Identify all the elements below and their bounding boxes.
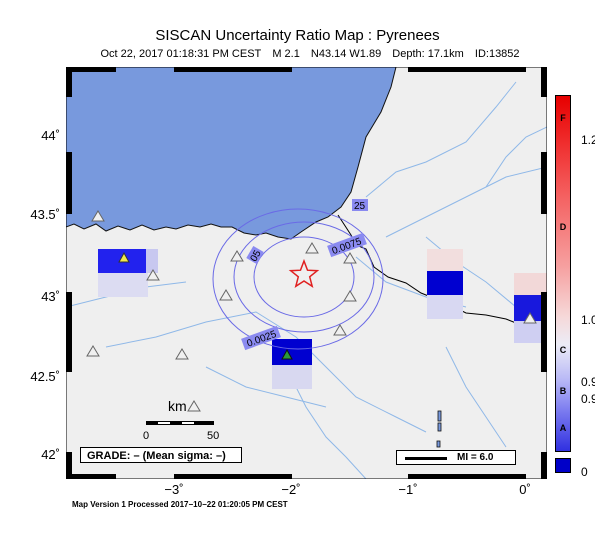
colorbar-grade: B — [559, 386, 567, 396]
station-triangle — [523, 312, 537, 324]
station-triangle — [230, 250, 244, 262]
colorbar — [555, 95, 571, 452]
scale-unit: km — [168, 398, 187, 414]
colorbar-value: 0.9 — [581, 392, 595, 406]
contours — [212, 208, 384, 350]
event-location: N43.14 W1.89 — [310, 48, 382, 60]
contour-label: 25 — [354, 201, 366, 212]
colorbar-grade: A — [559, 423, 567, 433]
x-axis-label: −2˚ — [281, 482, 301, 497]
uncertainty-map: 0.0025 0.0075 25 05 — [66, 67, 547, 479]
sea-area — [66, 67, 397, 240]
colorbar-grade: D — [559, 222, 567, 232]
station-triangle — [219, 289, 233, 301]
colorbar-grade: C — [559, 345, 567, 355]
colorbar-grade: F — [560, 113, 566, 123]
colorbar-value: 0.9 — [581, 375, 595, 389]
highlight-station-green — [281, 348, 293, 360]
scale-bar — [146, 421, 214, 425]
station-triangle — [187, 400, 201, 412]
station-triangle — [91, 210, 105, 222]
stations — [86, 210, 537, 412]
x-axis-label: −3˚ — [164, 482, 184, 497]
station-triangle — [343, 252, 357, 264]
y-axis-label: 43.5˚ — [30, 207, 60, 222]
grade-box: GRADE: – (Mean sigma: –) — [80, 447, 242, 463]
map-title: SISCAN Uncertainty Ratio Map : Pyrenees — [155, 27, 440, 44]
event-datetime: Oct 22, 2017 01:18:31 PM CEST — [100, 48, 262, 60]
y-axis-label: 42.5˚ — [30, 369, 60, 384]
y-axis-label: 44˚ — [41, 128, 60, 143]
event-info: Oct 22, 2017 01:18:31 PM CEST M 2.1 N43.… — [0, 48, 595, 60]
station-triangle — [86, 345, 100, 357]
event-magnitude: M 2.1 — [272, 48, 300, 60]
y-axis-label: 42˚ — [41, 447, 60, 462]
x-axis-label: −1˚ — [398, 482, 418, 497]
x-axis-label: 0˚ — [519, 482, 531, 497]
mi-legend: MI = 6.0 — [396, 450, 516, 465]
station-triangle — [333, 324, 347, 336]
map-frame — [66, 67, 547, 479]
scale-start: 0 — [143, 430, 150, 442]
processing-footer: Map Version 1 Processed 2017−10−22 01:20… — [72, 500, 288, 509]
station-triangle — [305, 242, 319, 254]
y-axis-label: 43˚ — [41, 289, 60, 304]
islands — [436, 410, 442, 448]
contour-label: 05 — [249, 248, 264, 264]
scale-end: 50 — [207, 430, 220, 442]
mi-text: MI = 6.0 — [457, 452, 494, 463]
station-triangle — [343, 290, 357, 302]
mi-bar — [405, 457, 447, 460]
uncertainty-cells — [98, 249, 547, 389]
event-id: ID:13852 — [474, 48, 520, 60]
station-triangle — [146, 269, 160, 281]
epicenter-star — [288, 258, 320, 288]
highlight-station-yellow — [118, 251, 130, 263]
colorbar-value: 1.2 — [581, 133, 595, 147]
colorbar-value: 0 — [581, 465, 588, 479]
colorbar-bottom-swatch — [555, 458, 571, 473]
station-triangle — [175, 348, 189, 360]
event-depth: Depth: 17.1km — [392, 48, 464, 60]
colorbar-value: 1.0 — [581, 313, 595, 327]
